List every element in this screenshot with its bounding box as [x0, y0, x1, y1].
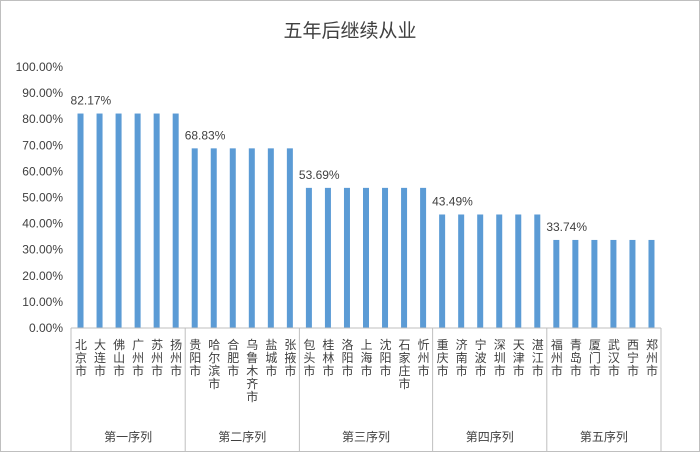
x-tick-label: 扬州市 — [170, 337, 182, 378]
y-tick-label: 50.00% — [22, 191, 63, 205]
bar — [248, 148, 255, 328]
bar — [134, 113, 141, 328]
x-tick-label: 苏州市 — [151, 338, 163, 378]
data-label: 68.83% — [185, 128, 226, 142]
bar — [439, 214, 446, 328]
y-tick-label: 70.00% — [22, 138, 63, 152]
bar — [648, 239, 655, 328]
bar — [496, 214, 503, 328]
x-tick-label: 上海市 — [360, 338, 372, 378]
bar — [229, 148, 236, 328]
x-tick-label: 青岛市 — [570, 338, 582, 378]
data-label: 53.69% — [299, 168, 340, 182]
bar — [153, 113, 160, 328]
x-tick-label: 北京市 — [75, 338, 87, 378]
x-tick-label: 重庆市 — [437, 338, 449, 378]
x-tick-label: 包头市 — [303, 338, 315, 378]
data-label: 33.74% — [546, 220, 587, 234]
bar — [515, 214, 522, 328]
x-tick-label: 武汉市 — [608, 338, 620, 378]
bar — [553, 239, 560, 328]
group-label: 第二序列 — [218, 429, 266, 444]
x-tick-label: 贵阳市 — [189, 338, 201, 378]
bar — [324, 187, 331, 328]
bar — [382, 187, 389, 328]
x-tick-label: 盐城市 — [265, 338, 277, 378]
group-label: 第四序列 — [466, 429, 514, 444]
bar — [267, 148, 274, 328]
group-label: 第三序列 — [342, 429, 390, 444]
x-tick-label: 湛江市 — [532, 338, 544, 378]
group-label: 第五序列 — [580, 429, 628, 444]
y-tick-label: 100.00% — [16, 60, 64, 74]
x-tick-label: 福州市 — [551, 337, 563, 378]
x-tick-label: 乌鲁木齐市 — [246, 337, 258, 404]
bar — [191, 148, 198, 328]
x-tick-label: 合肥市 — [227, 337, 239, 378]
bar — [210, 148, 217, 328]
x-tick-label: 石家庄市 — [399, 338, 411, 391]
y-tick-label: 0.00% — [29, 321, 63, 335]
y-tick-label: 60.00% — [22, 164, 63, 178]
x-tick-label: 佛山市 — [113, 338, 125, 378]
x-tick-label: 西宁市 — [627, 338, 639, 378]
x-tick-label: 张掖市 — [284, 338, 296, 378]
bar — [534, 214, 541, 328]
chart-title: 五年后继续从业 — [283, 20, 416, 42]
bar — [115, 113, 122, 328]
x-tick-label: 广州市 — [132, 338, 144, 378]
bar — [477, 214, 484, 328]
y-tick-label: 20.00% — [22, 269, 63, 283]
bar — [343, 187, 350, 328]
y-tick-label: 90.00% — [22, 86, 63, 100]
bar — [96, 113, 103, 328]
bar — [591, 239, 598, 328]
bar — [629, 239, 636, 328]
group-label: 第一序列 — [104, 429, 152, 444]
y-tick-label: 10.00% — [22, 295, 63, 309]
x-tick-label: 洛阳市 — [341, 337, 353, 378]
y-tick-label: 80.00% — [22, 112, 63, 126]
bars: 82.17% 68.83% 53.69% 43.49% 33.74% — [71, 94, 655, 328]
y-tick-label: 40.00% — [22, 217, 63, 231]
x-tick-label: 厦门市 — [589, 338, 601, 378]
x-tick-label: 哈尔滨市 — [208, 338, 220, 391]
x-tick-label: 深圳市 — [494, 338, 506, 378]
x-tick-label: 郑州市 — [646, 337, 658, 378]
x-tick-label: 宁波市 — [475, 337, 487, 378]
x-tick-label: 桂林市 — [322, 337, 334, 378]
x-tick-label: 天津市 — [513, 338, 525, 378]
data-label: 43.49% — [432, 194, 473, 208]
bar — [458, 214, 465, 328]
y-axis: 0.00% 10.00% 20.00% 30.00% 40.00% 50.00% 60.00… — [16, 60, 64, 335]
bar — [610, 239, 617, 328]
bar — [77, 113, 84, 328]
bar — [420, 187, 427, 328]
x-tick-label: 济南市 — [456, 337, 468, 378]
bar — [572, 239, 579, 328]
bar — [286, 148, 293, 328]
data-label: 82.17% — [71, 94, 112, 108]
x-tick-label: 沈阳市 — [380, 337, 392, 378]
bar — [363, 187, 369, 328]
bar — [305, 187, 312, 328]
x-tick-label: 大连市 — [94, 338, 106, 378]
x-tick-label: 忻州市 — [418, 338, 430, 378]
bar — [401, 187, 408, 328]
bar — [172, 113, 179, 328]
y-tick-label: 30.00% — [22, 243, 63, 257]
